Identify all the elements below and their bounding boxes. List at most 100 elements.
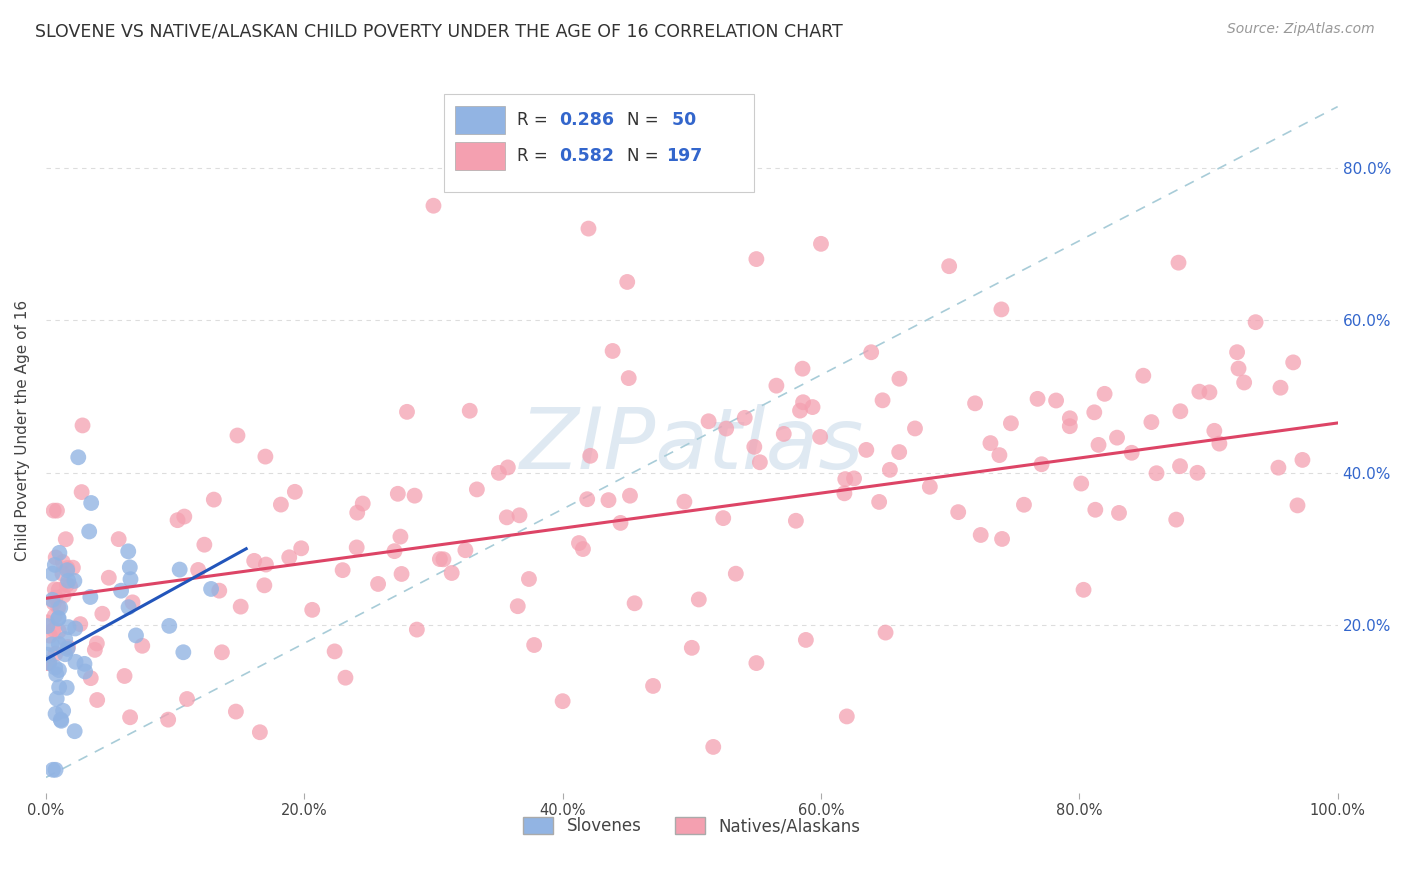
- Point: [1045, 393, 1067, 408]
- Point: [496, 460, 519, 475]
- Point: [49, 713, 72, 727]
- Point: [1012, 498, 1035, 512]
- Text: 197: 197: [666, 147, 702, 165]
- Point: [301, 603, 323, 617]
- Point: [742, 440, 765, 454]
- Point: [1198, 385, 1220, 400]
- Text: ZIPatlas: ZIPatlas: [520, 403, 863, 486]
- Point: [598, 493, 620, 508]
- Point: [789, 403, 811, 417]
- Point: [208, 583, 231, 598]
- Point: [44, 591, 66, 605]
- Point: [86, 693, 108, 707]
- Point: [169, 563, 191, 577]
- Point: [48, 582, 70, 597]
- Point: [1000, 417, 1022, 431]
- Point: [868, 495, 890, 509]
- Point: [1227, 361, 1250, 376]
- Point: [404, 489, 426, 503]
- Point: [465, 483, 488, 497]
- Point: [422, 199, 444, 213]
- Point: [67, 450, 90, 465]
- Point: [432, 552, 454, 566]
- Point: [1026, 392, 1049, 406]
- Point: [918, 480, 941, 494]
- Point: [1108, 506, 1130, 520]
- Point: [254, 450, 277, 464]
- Point: [42, 623, 65, 637]
- Point: [200, 582, 222, 596]
- Point: [37, 656, 59, 670]
- Point: [44, 609, 66, 624]
- Point: [1121, 446, 1143, 460]
- Point: [48, 680, 70, 694]
- Point: [602, 343, 624, 358]
- Text: R =: R =: [517, 147, 554, 165]
- Point: [63, 724, 86, 739]
- Point: [70, 485, 93, 500]
- Point: [965, 396, 987, 410]
- Point: [879, 463, 901, 477]
- Point: [681, 640, 703, 655]
- Point: [51, 714, 73, 728]
- Point: [346, 541, 368, 555]
- Point: [1094, 387, 1116, 401]
- Point: [44, 582, 66, 597]
- Point: [616, 275, 638, 289]
- Point: [48, 637, 70, 651]
- Text: 50: 50: [666, 111, 696, 129]
- Point: [45, 550, 67, 565]
- Point: [253, 578, 276, 592]
- Point: [673, 494, 696, 508]
- Point: [80, 496, 103, 510]
- Point: [193, 538, 215, 552]
- Point: [52, 589, 75, 603]
- Point: [65, 655, 87, 669]
- Y-axis label: Child Poverty Under the Age of 16: Child Poverty Under the Age of 16: [15, 300, 30, 561]
- Point: [454, 543, 477, 558]
- Point: [38, 656, 60, 670]
- Point: [117, 600, 139, 615]
- Point: [1070, 476, 1092, 491]
- Point: [157, 619, 180, 633]
- Point: [641, 679, 664, 693]
- Point: [1291, 453, 1313, 467]
- Point: [579, 449, 602, 463]
- Point: [619, 489, 641, 503]
- Point: [41, 592, 63, 607]
- Point: [1244, 315, 1267, 329]
- Point: [834, 472, 856, 486]
- Point: [46, 503, 69, 517]
- Point: [173, 509, 195, 524]
- Point: [91, 607, 114, 621]
- Legend: Slovenes, Natives/Alaskans: Slovenes, Natives/Alaskans: [523, 817, 860, 835]
- Point: [42, 503, 65, 517]
- Point: [73, 657, 96, 671]
- Point: [948, 505, 970, 519]
- Point: [55, 532, 77, 546]
- Point: [56, 641, 79, 656]
- Point: [391, 566, 413, 581]
- Point: [49, 600, 72, 615]
- Point: [772, 426, 794, 441]
- Point: [389, 530, 412, 544]
- Point: [508, 508, 530, 523]
- Point: [578, 221, 600, 235]
- Point: [249, 725, 271, 739]
- Point: [62, 560, 84, 574]
- Point: [384, 544, 406, 558]
- Point: [46, 611, 69, 625]
- Point: [352, 497, 374, 511]
- Text: R =: R =: [517, 111, 554, 129]
- Point: [1073, 582, 1095, 597]
- Point: [45, 691, 67, 706]
- Point: [1083, 405, 1105, 419]
- Point: [979, 436, 1001, 450]
- Point: [458, 403, 481, 417]
- Point: [284, 484, 307, 499]
- Point: [290, 541, 312, 556]
- Point: [107, 532, 129, 546]
- Point: [229, 599, 252, 614]
- Point: [688, 592, 710, 607]
- Point: [808, 430, 831, 444]
